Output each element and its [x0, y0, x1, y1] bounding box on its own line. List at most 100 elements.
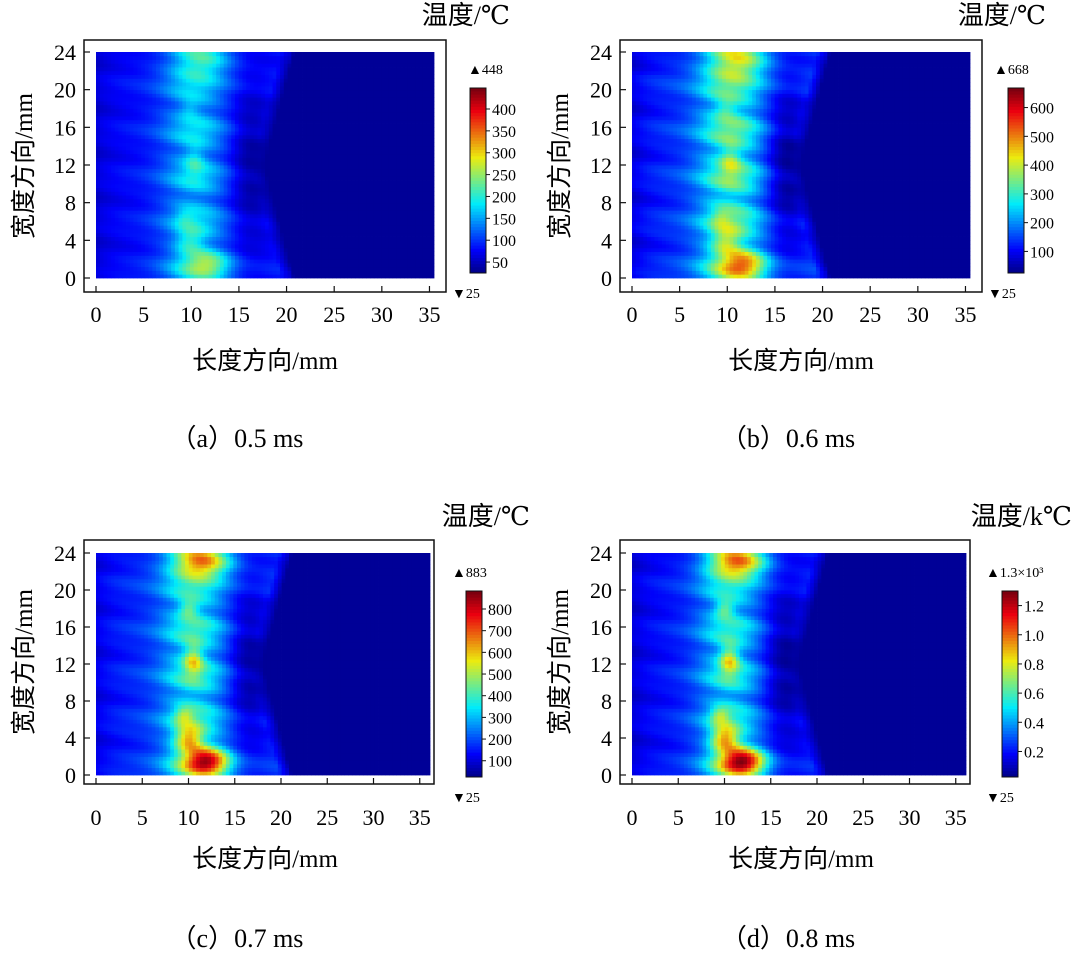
- heatmap-cell: [234, 266, 240, 271]
- heatmap-cell: [163, 112, 168, 117]
- heatmap-cell: [325, 149, 330, 155]
- heatmap-cell: [336, 240, 341, 245]
- heatmap-cell: [107, 168, 112, 173]
- heatmap-cell: [328, 183, 333, 188]
- heatmap-cell: [355, 206, 360, 211]
- heatmap-cell: [144, 74, 149, 79]
- heatmap-cell: [122, 153, 127, 158]
- heatmap-cell: [407, 187, 412, 192]
- heatmap-cell: [114, 149, 119, 155]
- heatmap-cell: [403, 78, 409, 83]
- heatmap-cell: [141, 100, 146, 106]
- heatmap-cell: [257, 217, 262, 222]
- heatmap-cell: [96, 259, 101, 264]
- heatmap-cell: [231, 153, 236, 158]
- heatmap-cell: [426, 255, 431, 260]
- heatmap-cell: [325, 108, 330, 113]
- heatmap-cell: [415, 240, 420, 245]
- heatmap-cell: [103, 127, 108, 132]
- heatmap-cell: [385, 112, 390, 117]
- heatmap-cell: [133, 85, 138, 91]
- heatmap-cell: [336, 251, 341, 256]
- heatmap-cell: [400, 85, 405, 91]
- heatmap-cell: [219, 176, 225, 181]
- heatmap-cell: [163, 116, 168, 121]
- heatmap-cell: [231, 89, 236, 94]
- heatmap-cell: [388, 165, 394, 170]
- heatmap-cell: [306, 229, 311, 234]
- heatmap-cell: [373, 138, 379, 143]
- heatmap-cell: [197, 270, 202, 275]
- heatmap-cell: [216, 270, 221, 275]
- heatmap-cell: [141, 221, 146, 226]
- heatmap-cell: [174, 168, 180, 173]
- heatmap-cell: [306, 172, 311, 177]
- heatmap-cell: [212, 112, 217, 117]
- heatmap-cell: [313, 206, 318, 211]
- heatmap-cell: [340, 168, 345, 173]
- heatmap-cell: [358, 149, 364, 155]
- heatmap-cell: [280, 89, 285, 94]
- heatmap-cell: [261, 259, 266, 264]
- heatmap-cell: [347, 274, 352, 279]
- heatmap-cell: [358, 138, 364, 143]
- heatmap-cell: [388, 236, 394, 241]
- heatmap-cell: [242, 161, 247, 166]
- heatmap-cell: [418, 172, 424, 177]
- heatmap-cell: [186, 82, 191, 87]
- heatmap-cell: [302, 97, 307, 102]
- heatmap-cell: [99, 104, 104, 109]
- heatmap-cell: [310, 210, 315, 215]
- heatmap-cell: [201, 157, 206, 162]
- heatmap-cell: [373, 131, 379, 136]
- heatmap-cell: [178, 183, 183, 188]
- heatmap-cell: [392, 198, 397, 204]
- heatmap-cell: [133, 161, 138, 166]
- heatmap-cell: [415, 217, 420, 222]
- heatmap-cell: [370, 236, 375, 241]
- heatmap-cell: [377, 198, 382, 204]
- heatmap-cell: [328, 89, 333, 94]
- heatmap-cell: [178, 274, 183, 279]
- heatmap-cell: [96, 240, 101, 245]
- heatmap-cell: [370, 123, 375, 128]
- heatmap-cell: [347, 112, 352, 117]
- heatmap-cell: [148, 191, 153, 196]
- heatmap-cell: [430, 142, 435, 147]
- heatmap-cell: [265, 82, 270, 87]
- heatmap-cell: [400, 187, 405, 192]
- heatmap-cell: [107, 93, 112, 98]
- heatmap-cell: [362, 112, 367, 117]
- heatmap-cell: [231, 274, 236, 279]
- heatmap-cell: [411, 210, 416, 215]
- heatmap-cell: [302, 195, 307, 200]
- heatmap-cell: [234, 119, 240, 124]
- heatmap-cell: [208, 138, 213, 143]
- heatmap-cell: [430, 191, 435, 196]
- heatmap-cell: [298, 183, 303, 188]
- heatmap-cell: [268, 161, 273, 166]
- heatmap-cell: [415, 142, 420, 147]
- heatmap-cell: [182, 180, 187, 185]
- heatmap-cell: [355, 74, 360, 79]
- heatmap-cell: [328, 270, 333, 275]
- heatmap-cell: [291, 259, 296, 264]
- heatmap-cell: [216, 89, 221, 94]
- heatmap-cell: [234, 70, 240, 75]
- heatmap-cell: [411, 198, 416, 204]
- heatmap-cell: [328, 131, 333, 136]
- heatmap-cell: [257, 134, 262, 140]
- heatmap-cell: [295, 131, 300, 136]
- heatmap-cell: [343, 187, 349, 192]
- heatmap-cell: [272, 176, 277, 181]
- heatmap-cell: [358, 104, 364, 109]
- heatmap-cell: [355, 202, 360, 207]
- heatmap-cell: [118, 116, 123, 121]
- heatmap-cell: [208, 149, 213, 155]
- heatmap-cell: [276, 127, 281, 132]
- heatmap-cell: [178, 266, 183, 271]
- heatmap-cell: [362, 146, 367, 151]
- heatmap-cell: [111, 240, 116, 245]
- heatmap-cell: [418, 191, 424, 196]
- heatmap-cell: [204, 100, 210, 106]
